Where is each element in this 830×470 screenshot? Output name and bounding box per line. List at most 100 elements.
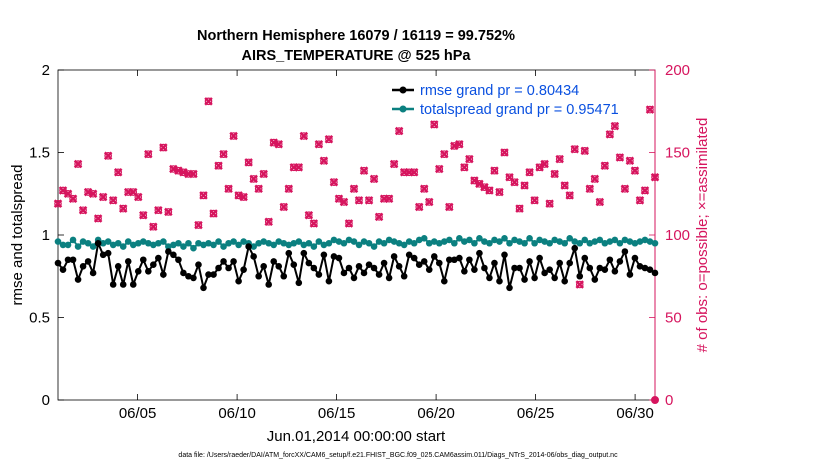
- totalspread-point: [205, 239, 212, 247]
- obs-assimilated-marker: [640, 186, 650, 195]
- rmse-point: [99, 251, 107, 259]
- totalspread-point: [375, 238, 383, 245]
- obs-possible-marker: [500, 148, 509, 157]
- obs-possible-marker: [601, 161, 609, 170]
- totalspread-point: [651, 239, 659, 247]
- obs-possible-marker: [370, 175, 378, 183]
- obs-possible-marker: [395, 127, 403, 135]
- obs-assimilated-stroke: [585, 184, 595, 194]
- obs-possible-marker: [54, 199, 62, 208]
- obs-assimilated-marker: [284, 184, 294, 194]
- rmse-point: [496, 277, 503, 285]
- rmse-point: [405, 251, 413, 259]
- obs-assimilated-marker: [259, 169, 268, 179]
- obs-possible-marker: [214, 161, 223, 170]
- legend: rmse grand pr = 0.80434 totalspread gran…: [392, 83, 619, 118]
- obs-assimilated-marker: [625, 156, 635, 165]
- obs-possible-marker: [425, 198, 434, 206]
- totalspread-point: [576, 239, 584, 247]
- obs-possible-marker: [320, 156, 328, 165]
- obs-possible-marker: [114, 168, 123, 177]
- obs-assimilated-stroke: [324, 135, 334, 144]
- totalspread-point: [360, 238, 368, 245]
- rmse-point: [295, 279, 303, 287]
- obs-assimilated-stroke: [78, 206, 88, 215]
- obs-possible-marker: [555, 155, 564, 163]
- plot-area: 0 0.5 1 1.5 2 0 50 100 150 200 06/05 06/10 06/15 06/2…: [29, 62, 690, 422]
- rmse-point: [124, 258, 132, 265]
- obs-assimilated-marker: [595, 197, 605, 207]
- obs-assimilated-stroke: [389, 159, 399, 169]
- obs-assimilated-stroke: [590, 174, 600, 184]
- totalspread-point: [425, 239, 433, 247]
- obs-assimilated-stroke: [364, 196, 374, 205]
- obs-assimilated-stroke: [314, 140, 324, 149]
- obs-assimilated-marker: [68, 194, 78, 203]
- obs-assimilated-marker: [435, 164, 444, 174]
- obs-possible-marker: [385, 194, 393, 203]
- obs-assimilated-marker: [414, 202, 424, 212]
- obs-assimilated-stroke: [239, 192, 248, 202]
- obs-possible-marker: [616, 153, 624, 162]
- obs-possible-marker: [104, 152, 112, 160]
- obs-possible-marker: [455, 140, 464, 149]
- totalspread-point: [440, 238, 448, 245]
- totalspread-point: [215, 238, 222, 245]
- obs-assimilated-stroke: [550, 169, 559, 179]
- obs-assimilated-stroke: [374, 212, 384, 222]
- obs-assimilated-stroke: [490, 166, 499, 175]
- chart-title: Northern Hemisphere 16079 / 16119 = 99.7…: [197, 28, 515, 44]
- obs-possible-marker: [540, 160, 549, 168]
- obs-assimilated-stroke: [455, 140, 464, 149]
- totalspread-point: [139, 238, 147, 245]
- obs-assimilated-marker: [189, 169, 198, 179]
- obs-assimilated-marker: [354, 196, 364, 205]
- obs-assimilated-marker: [605, 130, 615, 139]
- obs-assimilated-marker: [394, 126, 404, 136]
- y-tick-label-left: 0.5: [29, 310, 50, 327]
- obs-assimilated-stroke: [560, 181, 569, 190]
- obs-possible-marker: [405, 168, 413, 177]
- obs-assimilated-marker: [118, 204, 128, 213]
- obs-assimilated-stroke: [430, 120, 439, 129]
- totalspread-point: [185, 239, 192, 247]
- totalspread-point: [646, 238, 654, 245]
- obs-assimilated-marker: [73, 159, 83, 169]
- totalspread-point: [571, 238, 579, 245]
- rmse-point: [581, 254, 589, 262]
- obs-assimilated-marker: [219, 149, 228, 159]
- obs-assimilated-stroke: [625, 156, 635, 165]
- totalspread-point: [546, 239, 553, 247]
- rmse-point: [561, 277, 568, 285]
- totalspread-point: [335, 238, 343, 245]
- legend-rmse-marker: [399, 86, 407, 94]
- obs-assimilated-stroke: [565, 191, 574, 200]
- totalspread-point: [621, 236, 629, 244]
- totalspread-point: [456, 235, 463, 242]
- totalspread-point: [280, 239, 288, 247]
- obs-assimilated-marker: [530, 196, 539, 205]
- legend-totalspread-label: totalspread grand pr = 0.95471: [420, 102, 619, 118]
- totalspread-point: [400, 241, 408, 249]
- obs-possible-marker: [510, 178, 519, 187]
- obs-assimilated-marker: [510, 177, 519, 187]
- obs-assimilated-stroke: [88, 189, 98, 198]
- obs-assimilated-stroke: [465, 154, 474, 164]
- obs-possible-marker: [249, 175, 258, 183]
- totalspread-point: [99, 239, 107, 247]
- totalspread-point: [150, 241, 157, 249]
- obs-assimilated-marker: [103, 151, 113, 161]
- rmse-point: [636, 263, 644, 270]
- y-axis-label-left: rmse and totalspread: [9, 165, 26, 306]
- totalspread-point: [69, 236, 77, 244]
- rmse-point: [190, 274, 197, 282]
- y-tick-label-left: 0: [42, 392, 50, 409]
- obs-possible-marker: [560, 181, 569, 190]
- totalspread-point: [119, 243, 127, 250]
- totalspread-point: [114, 239, 122, 247]
- rmse-point: [64, 256, 72, 264]
- obs-possible-marker: [611, 122, 619, 130]
- obs-assimilated-marker: [500, 148, 509, 157]
- rmse-point: [335, 254, 343, 262]
